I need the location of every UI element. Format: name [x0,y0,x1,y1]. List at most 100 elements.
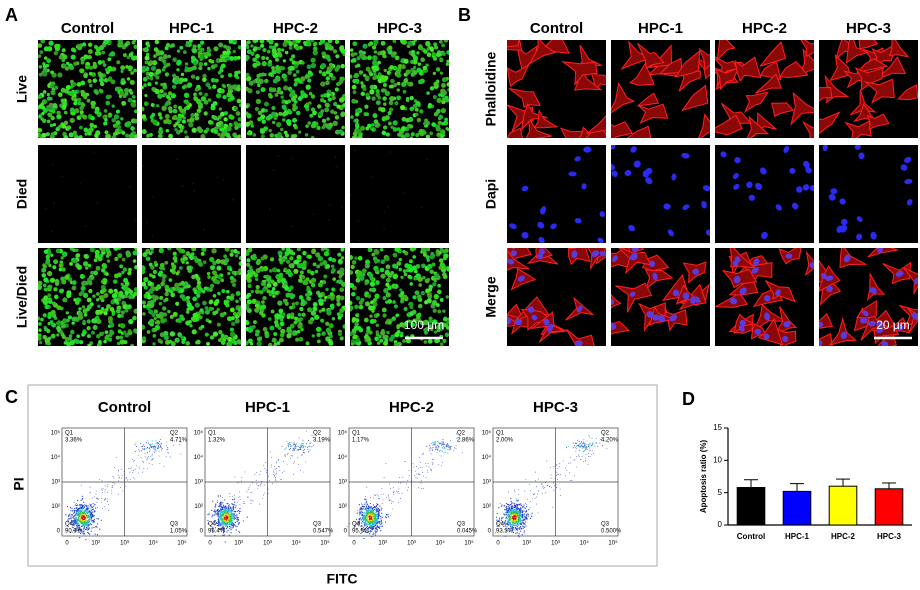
cell [310,62,317,69]
cell [176,59,182,65]
event [419,473,421,475]
event [136,446,138,448]
cell [440,129,446,135]
event [234,515,236,517]
cell [312,121,317,126]
nucleus [705,229,710,236]
cell [342,324,345,329]
cell [338,129,344,135]
cell [142,304,147,309]
cell [331,258,337,263]
cell [435,303,440,307]
cell [428,318,433,324]
cell [273,320,279,325]
cell [204,309,210,315]
cell [271,287,276,291]
cell [96,334,101,339]
cell [271,87,277,93]
cell [233,340,238,346]
event [455,448,457,450]
cell [305,84,311,90]
micrograph-content [611,248,710,335]
cell [126,120,132,127]
event [417,468,419,469]
event [244,471,246,473]
cell [428,287,433,292]
cell [64,66,70,71]
event [93,518,95,520]
cell [246,49,252,55]
cell [306,40,311,43]
event [301,453,303,455]
event [90,518,92,520]
cell-body [779,61,809,79]
nucleus [599,211,606,218]
cell [314,269,319,274]
cell [355,337,361,343]
cell [145,52,150,57]
cell [364,301,371,307]
cell-body [876,56,907,80]
cell [108,66,113,72]
cell [172,73,177,78]
cell [291,302,296,306]
cell [425,255,430,260]
event [217,513,219,515]
cell [260,256,265,261]
cell [42,313,47,318]
cell [257,83,261,88]
cell [153,309,159,314]
cell [155,319,160,325]
cell [214,299,220,305]
cell [326,117,330,121]
cell [212,260,217,266]
event [223,530,225,533]
cell [396,95,402,101]
cell [420,57,425,63]
event [223,528,225,530]
cell [426,91,430,95]
cell [42,283,47,288]
event [296,449,298,451]
nucleus [826,285,833,293]
event [286,463,288,465]
event [273,470,274,472]
nucleus [531,314,538,321]
cell [198,61,204,67]
event [230,510,232,512]
event [374,494,376,496]
cell [246,40,251,45]
cell [373,50,378,54]
cell [289,285,294,290]
x-tick-label: 10² [234,541,243,547]
cell [327,44,332,48]
cell [284,282,288,286]
event [85,517,87,519]
cell [87,263,92,268]
cell [350,74,353,79]
event [229,512,231,514]
cell [300,76,306,82]
row-label: Died [14,179,30,209]
event [74,519,76,521]
cell [80,80,86,86]
cell [183,130,188,134]
event [82,504,84,507]
cell [269,87,273,91]
event [111,485,113,487]
cell [410,322,415,327]
cell [49,277,56,283]
event [259,473,261,475]
event [416,466,418,468]
cell [328,219,330,221]
cell [191,48,198,54]
event [88,527,90,529]
cell [272,267,277,272]
cell [228,122,233,127]
cell [299,306,304,312]
cell [217,70,222,75]
event [442,440,444,442]
cell [442,256,447,261]
cell [78,135,83,138]
cell [257,46,261,51]
